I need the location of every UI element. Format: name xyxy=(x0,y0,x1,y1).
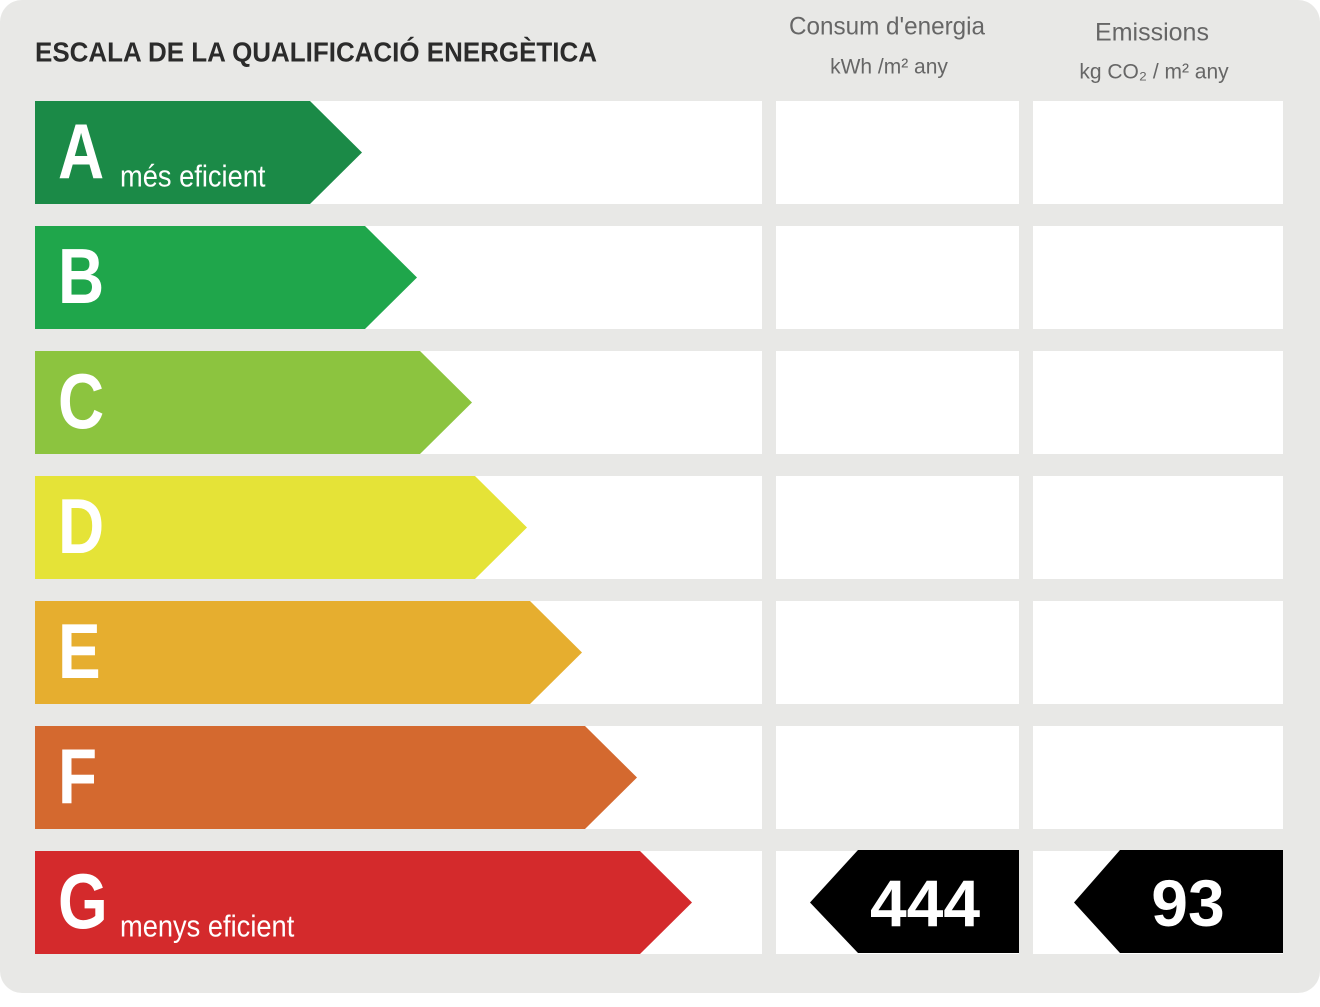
rating-letter: E xyxy=(58,608,101,695)
rating-arrow xyxy=(35,101,362,204)
emissions-title: Emissions xyxy=(1095,19,1209,47)
consumption-cell xyxy=(776,101,1019,204)
title: ESCALA DE LA QUALIFICACIÓ ENERGÈTICA xyxy=(35,36,597,67)
emissions-cell xyxy=(1033,101,1283,204)
rating-arrow xyxy=(35,601,582,704)
rating-label: més eficient xyxy=(120,160,265,194)
consumption-arrow xyxy=(810,850,1019,953)
consumption-value: 444 xyxy=(870,866,980,940)
emissions-arrow xyxy=(1074,850,1283,953)
consumption-cell xyxy=(776,226,1019,329)
consumption-cell xyxy=(776,476,1019,579)
consumption-cell xyxy=(776,601,1019,704)
rating-letter: C xyxy=(58,358,104,445)
emissions-value: 93 xyxy=(1151,866,1224,940)
rating-letter: D xyxy=(58,483,104,570)
emissions-unit: kg CO₂ / m² any xyxy=(1079,61,1229,84)
rating-arrow xyxy=(35,476,527,579)
consumption-cell xyxy=(776,351,1019,454)
consumption-unit: kWh /m² any xyxy=(830,56,948,79)
rating-arrow xyxy=(35,351,472,454)
emissions-cell xyxy=(1033,226,1283,329)
rating-letter: G xyxy=(58,858,108,945)
emissions-cell xyxy=(1033,476,1283,579)
rating-letter: F xyxy=(58,733,97,820)
emissions-cell xyxy=(1033,351,1283,454)
rating-arrow xyxy=(35,851,692,954)
rating-label: menys eficient xyxy=(120,910,294,944)
rating-letter: A xyxy=(58,108,104,195)
consumption-title: Consum d'energia xyxy=(789,13,985,41)
consumption-cell xyxy=(776,726,1019,829)
rating-arrow xyxy=(35,726,637,829)
rating-letter: B xyxy=(58,233,104,320)
emissions-cell xyxy=(1033,726,1283,829)
emissions-cell xyxy=(1033,601,1283,704)
rating-arrow xyxy=(35,226,417,329)
